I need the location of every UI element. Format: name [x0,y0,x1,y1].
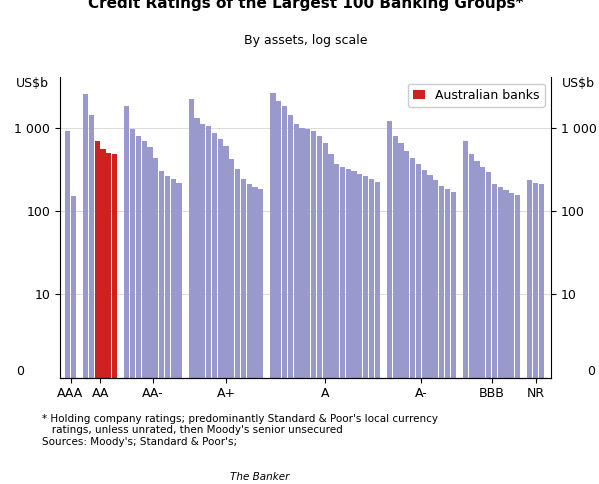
Bar [200,124,205,484]
Bar [410,158,415,484]
Bar [124,106,129,484]
Bar [136,136,141,484]
Bar [153,158,158,484]
Bar [445,189,450,484]
Bar [270,93,276,484]
Text: US$b: US$b [16,77,49,91]
Bar [334,164,339,484]
Text: 0: 0 [587,364,595,378]
Bar [352,171,356,484]
Bar [147,147,153,484]
Bar [212,134,217,484]
Bar [235,169,240,484]
Bar [195,118,199,484]
Bar [486,172,491,484]
Bar [229,159,234,484]
Bar [165,176,170,484]
Bar [159,171,164,484]
Bar [480,166,485,484]
Bar [241,179,246,484]
Bar [217,139,223,484]
Bar [439,186,444,484]
Bar [141,140,147,484]
Bar [450,192,456,484]
Bar [101,149,105,484]
Bar [328,154,334,484]
Bar [527,180,533,484]
Text: By assets, log scale: By assets, log scale [244,34,367,47]
Bar [276,101,282,484]
Bar [416,164,421,484]
Bar [65,132,70,484]
Bar [106,152,111,484]
Bar [189,99,194,484]
Bar [89,115,94,484]
Text: * Holding company ratings; predominantly Standard & Poor's local currency
   rat: * Holding company ratings; predominantly… [42,414,438,447]
Bar [515,195,520,484]
Bar [340,166,345,484]
Bar [294,124,299,484]
Bar [206,126,211,484]
Bar [428,175,432,484]
Bar [305,129,310,484]
Bar [474,161,480,484]
Bar [95,140,100,484]
Bar [398,143,404,484]
Bar [317,136,322,484]
Bar [171,179,176,484]
Bar [311,132,316,484]
Bar [176,183,181,484]
Legend: Australian banks: Australian banks [408,84,545,106]
Bar [539,184,544,484]
Bar [509,193,515,484]
Bar [252,187,258,484]
Bar [130,129,135,484]
Bar [363,176,368,484]
Bar [357,174,362,484]
Bar [387,121,392,484]
Bar [300,128,304,484]
Bar [71,196,76,484]
Bar [322,143,328,484]
Text: Credit Ratings of the Largest 100 Banking Groups*: Credit Ratings of the Largest 100 Bankin… [87,0,524,12]
Text: 0: 0 [16,364,24,378]
Bar [433,180,438,484]
Bar [346,169,351,484]
Bar [404,151,410,484]
Bar [288,115,293,484]
Bar [247,184,252,484]
Bar [498,187,503,484]
Bar [492,184,497,484]
Bar [503,190,509,484]
Bar [223,146,229,484]
Bar [369,179,374,484]
Bar [393,136,398,484]
Bar [468,154,474,484]
Bar [282,106,287,484]
Bar [258,189,264,484]
Bar [533,183,539,484]
Bar [374,182,380,484]
Text: The Banker: The Banker [230,472,289,482]
Bar [83,94,88,484]
Bar [422,170,427,484]
Bar [112,154,117,484]
Bar [463,140,468,484]
Text: US$b: US$b [562,77,595,91]
